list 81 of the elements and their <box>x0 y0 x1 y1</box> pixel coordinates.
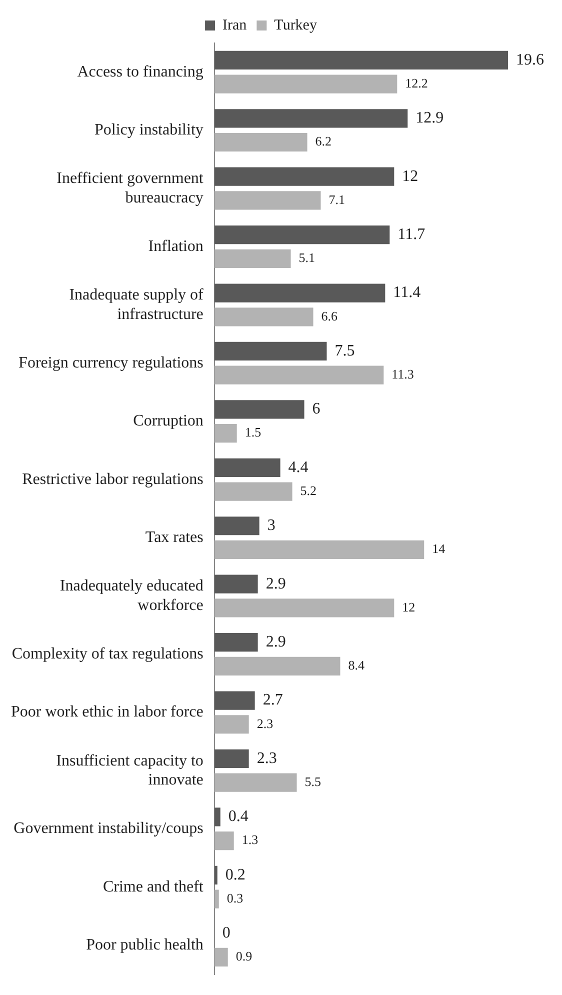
data-label: 6.6 <box>321 308 338 324</box>
data-label: 4.4 <box>288 458 308 476</box>
data-label: 8.4 <box>348 658 365 673</box>
y-tick-label: Inflation <box>148 238 204 255</box>
y-tick-label: Poor work ethic in labor force <box>10 704 204 721</box>
data-label: 6 <box>312 400 320 418</box>
bar <box>214 400 304 419</box>
bar <box>214 540 424 560</box>
legend-label: Turkey <box>274 17 318 34</box>
bar <box>214 866 218 884</box>
bar <box>214 74 398 94</box>
y-tick-label: Tax rates <box>145 529 204 546</box>
data-label: 12.9 <box>416 110 444 127</box>
bar <box>214 284 386 302</box>
y-tick-label: Inadequately educated workforce <box>60 578 204 614</box>
data-label: 0.9 <box>236 948 252 964</box>
data-label: 0 <box>222 924 230 942</box>
bar <box>214 574 258 594</box>
y-tick-label: Inefficient government bureaucracy <box>56 170 204 206</box>
bar <box>214 458 280 477</box>
bar <box>214 598 394 618</box>
bar <box>214 715 249 734</box>
data-label: 12.2 <box>405 75 428 90</box>
y-tick-label: Complexity of tax regulations <box>12 645 204 662</box>
bar <box>214 342 327 361</box>
bar <box>214 191 321 210</box>
data-label: 12 <box>402 599 416 614</box>
bar <box>214 831 234 850</box>
data-label: 7.1 <box>328 192 345 207</box>
bar <box>214 773 297 792</box>
bar <box>214 424 237 443</box>
data-label: 19.6 <box>516 51 544 68</box>
y-tick-label: Government instability/coups <box>14 820 204 838</box>
data-label: 1.3 <box>242 832 258 848</box>
data-label: 11.3 <box>392 366 414 382</box>
data-label: 14 <box>432 541 446 556</box>
y-tick-label: Policy instability <box>94 122 204 139</box>
y-tick-label: Crime and theft <box>102 878 204 896</box>
y-tick-label: Insufficient capacity to innovate <box>56 752 204 788</box>
data-label: 2.3 <box>256 716 274 731</box>
bar <box>214 890 219 908</box>
data-label: 5.5 <box>304 774 322 790</box>
data-label: 3 <box>267 517 276 534</box>
bar <box>214 366 384 384</box>
data-label: 0.2 <box>225 866 246 884</box>
data-label: 2.9 <box>266 634 286 650</box>
y-tick-label: Poor public health <box>86 936 204 954</box>
bar <box>214 167 394 186</box>
y-tick-label: Foreign currency regulations <box>18 354 204 372</box>
data-label: 11.7 <box>398 226 426 244</box>
bar <box>214 948 228 967</box>
data-label: 5.2 <box>300 482 317 498</box>
bar <box>214 749 249 768</box>
y-tick-label: Corruption <box>133 412 204 430</box>
bar <box>214 482 292 501</box>
y-tick-label: Inadequate supply of infrastructure <box>69 286 204 323</box>
data-label: 11.4 <box>393 284 421 302</box>
bar <box>214 808 220 826</box>
bar <box>214 308 314 326</box>
bar <box>214 132 308 152</box>
bar <box>214 50 508 70</box>
bar <box>214 632 258 652</box>
data-label: 12 <box>402 168 418 185</box>
data-label: 2.3 <box>256 750 277 767</box>
data-label: 2.9 <box>266 575 286 592</box>
legend-label: Iran <box>222 17 248 34</box>
bar <box>214 516 260 536</box>
data-label: 6.2 <box>315 134 332 149</box>
bar <box>214 656 340 676</box>
data-label: 2.7 <box>262 692 283 709</box>
data-label: 1.5 <box>244 424 262 440</box>
data-label: 7.5 <box>334 342 355 360</box>
data-label: 0.3 <box>226 890 244 906</box>
bar <box>214 109 408 128</box>
bar <box>214 249 291 268</box>
y-tick-label: Access to financing <box>77 63 204 80</box>
bar <box>214 226 390 244</box>
bar <box>214 691 255 710</box>
data-label: 5.1 <box>298 250 316 266</box>
data-label: 0.4 <box>228 808 248 826</box>
y-tick-label: Restrictive labor regulations <box>22 470 204 488</box>
